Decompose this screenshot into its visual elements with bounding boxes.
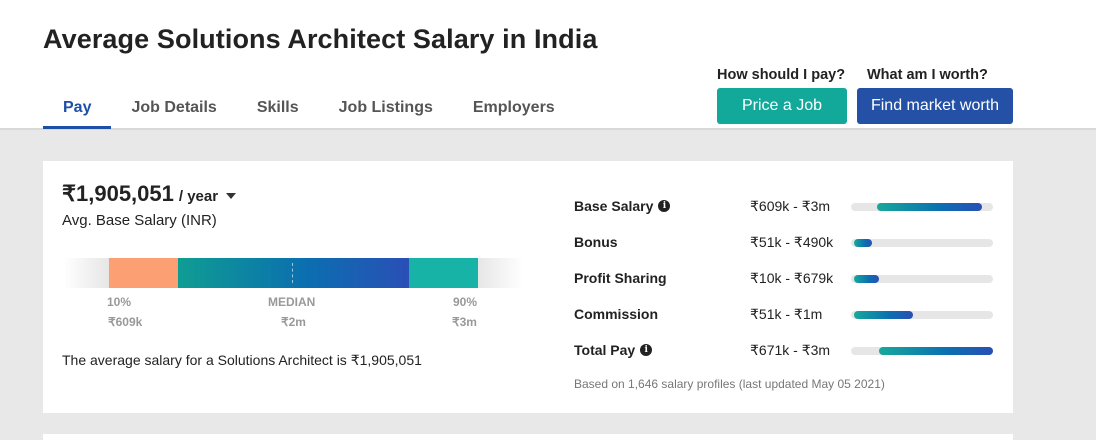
p10-label: 10% [107, 295, 132, 309]
breakdown-range-bonus: ₹51k - ₹490k [750, 234, 834, 250]
salary-headline: ₹1,905,051 / year [62, 181, 237, 207]
range-fade-left [63, 258, 109, 288]
breakdown-range-commission: ₹51k - ₹1m [750, 306, 823, 322]
breakdown-label-base-salary: Base Salary i [574, 198, 671, 214]
median-marker [292, 263, 293, 283]
tab-skills[interactable]: Skills [256, 99, 299, 116]
tab-bar: Pay Job Details Skills Job Listings Empl… [43, 88, 575, 129]
avg-salary-label: Avg. Base Salary (INR) [62, 212, 217, 229]
median-value: ₹2m [281, 315, 306, 329]
price-a-job-button[interactable]: Price a Job [717, 88, 847, 124]
p90-value: ₹3m [452, 315, 477, 329]
base-salary-text: Base Salary [574, 198, 654, 214]
find-market-worth-button[interactable]: Find market worth [857, 88, 1013, 124]
breakdown-track-profit-sharing [851, 275, 993, 283]
page-header: Average Solutions Architect Salary in In… [0, 0, 1096, 130]
total-pay-text: Total Pay [574, 342, 636, 358]
salary-range-bar [63, 258, 523, 288]
p10-value: ₹609k [108, 315, 143, 329]
avg-salary-sentence: The average salary for a Solutions Archi… [62, 352, 422, 368]
avg-salary-amount: ₹1,905,051 [62, 181, 174, 206]
breakdown-label-total-pay: Total Pay i [574, 342, 653, 358]
breakdown-track-base-salary [851, 203, 993, 211]
breakdown-label-profit-sharing: Profit Sharing [574, 270, 667, 286]
p90-label: 90% [453, 295, 478, 309]
breakdown-range-profit-sharing: ₹10k - ₹679k [750, 270, 834, 286]
pay-period-selector[interactable]: / year [178, 188, 219, 205]
caret-down-icon[interactable] [226, 192, 237, 199]
breakdown-label-bonus: Bonus [574, 234, 618, 250]
page-title: Average Solutions Architect Salary in In… [43, 24, 598, 54]
breakdown-fill-bonus [853, 239, 873, 247]
range-p10-segment [109, 258, 178, 288]
breakdown-label-commission: Commission [574, 306, 659, 322]
next-card [43, 434, 1013, 440]
breakdown-fill-base-salary [876, 203, 982, 211]
info-icon[interactable]: i [640, 344, 653, 356]
salary-card: ₹1,905,051 / year Avg. Base Salary (INR)… [43, 161, 1013, 413]
breakdown-track-commission [851, 311, 993, 319]
price-question: How should I pay? [717, 67, 846, 83]
range-median-segment [178, 258, 409, 288]
range-fade-right [478, 258, 523, 288]
median-label: MEDIAN [268, 295, 316, 309]
breakdown-track-bonus [851, 239, 993, 247]
worth-question: What am I worth? [867, 67, 988, 83]
tab-job-listings[interactable]: Job Listings [338, 99, 433, 116]
breakdown-track-total-pay [851, 347, 993, 355]
info-icon[interactable]: i [658, 200, 671, 212]
tab-employers[interactable]: Employers [472, 99, 555, 116]
salary-footnote: Based on 1,646 salary profiles (last upd… [574, 377, 885, 391]
breakdown-fill-profit-sharing [853, 275, 880, 283]
breakdown-range-base-salary: ₹609k - ₹3m [750, 198, 831, 214]
range-p90-segment [409, 258, 478, 288]
breakdown-fill-total-pay [879, 347, 993, 355]
breakdown-range-total-pay: ₹671k - ₹3m [750, 342, 831, 358]
tab-job-details[interactable]: Job Details [131, 99, 217, 116]
tab-pay[interactable]: Pay [43, 88, 112, 129]
breakdown-fill-commission [853, 311, 914, 319]
